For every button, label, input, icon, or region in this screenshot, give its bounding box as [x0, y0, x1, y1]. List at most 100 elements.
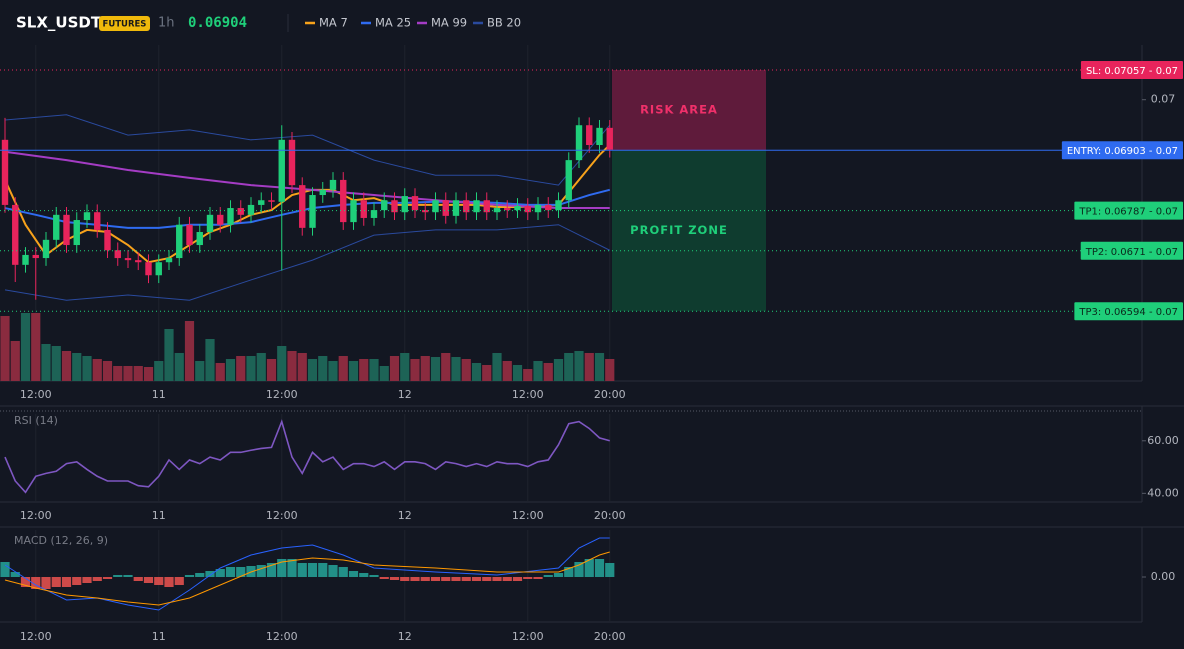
candle-body: [53, 214, 60, 240]
x-tick-label: 12:00: [266, 630, 298, 643]
x-tick-label: 20:00: [594, 388, 626, 401]
candle-body: [155, 262, 162, 276]
level-label: TP1: 0.06787 - 0.07: [1078, 207, 1178, 218]
candle-body: [381, 200, 388, 211]
x-tick-label: 12:00: [512, 388, 544, 401]
volume-bar: [31, 313, 41, 381]
volume-bar: [256, 353, 266, 381]
x-tick-label: 12:00: [512, 630, 544, 643]
volume-bar: [430, 357, 441, 381]
candle-body: [196, 232, 203, 246]
candle-body: [524, 205, 531, 213]
candle-body: [32, 254, 39, 259]
macd-histogram-bar: [605, 563, 615, 577]
legend-label: MA 7: [319, 16, 348, 30]
volume-bar: [10, 341, 20, 381]
macd-histogram-bar: [102, 577, 113, 579]
candle-body: [309, 195, 316, 228]
volume-bar: [523, 369, 533, 381]
macd-histogram-bar: [369, 575, 379, 577]
candle-body: [176, 224, 183, 259]
volume-bar: [297, 353, 307, 381]
macd-histogram-bar: [502, 577, 512, 581]
level-tag: [1074, 302, 1183, 321]
level-label: ENTRY: 0.06903 - 0.07: [1067, 146, 1178, 157]
macd-histogram-bar: [61, 577, 72, 587]
x-tick-label: 12:00: [20, 630, 52, 643]
volume-bar: [195, 361, 205, 381]
macd-histogram-bar: [482, 577, 492, 581]
volume-bar: [0, 316, 10, 381]
macd-histogram-bar: [307, 563, 318, 577]
volume-bar: [400, 353, 410, 381]
x-tick-label: 12:00: [512, 509, 544, 522]
macd-histogram-bar: [143, 577, 154, 583]
x-tick-label: 12:00: [20, 388, 52, 401]
candle-body: [42, 239, 50, 259]
macd-histogram-bar: [492, 577, 502, 581]
macd-histogram-bar: [574, 562, 584, 577]
volume-bar: [133, 366, 143, 381]
volume-bar: [72, 353, 82, 381]
volume-bar: [328, 361, 338, 381]
volume-bar: [123, 366, 133, 381]
macd-histogram-bar: [225, 567, 236, 577]
macd-histogram-bar: [10, 572, 20, 577]
x-tick-label: 12: [398, 509, 412, 522]
macd-histogram-bar: [584, 559, 594, 577]
candle-body: [596, 127, 603, 146]
macd-histogram-bar: [318, 563, 328, 577]
macd-histogram-bar: [543, 575, 553, 577]
volume-bar: [359, 359, 369, 381]
badge: FUTURES: [103, 20, 147, 30]
volume-bar: [205, 339, 215, 381]
candle-body: [1, 139, 9, 205]
candle-body: [432, 200, 439, 213]
macd-histogram-bar: [287, 559, 297, 577]
candle-body: [227, 208, 234, 225]
level-label: TP3: 0.06594 - 0.07: [1078, 307, 1178, 318]
candle-body: [73, 220, 80, 246]
x-tick-label: 12:00: [266, 388, 298, 401]
candle-body: [493, 208, 501, 213]
volume-bar: [574, 351, 584, 381]
candle-body: [575, 125, 583, 161]
zone: [612, 70, 766, 151]
zone-label: RISK AREA: [640, 103, 718, 117]
candle-body: [586, 125, 593, 146]
symbol: SLX_USDT: [16, 14, 102, 32]
volume-bar: [379, 366, 389, 381]
level-label: TP2: 0.0671 - 0.07: [1085, 247, 1178, 258]
x-tick-label: 12:00: [266, 509, 298, 522]
volume-bar: [564, 353, 574, 381]
zone: [612, 150, 766, 312]
volume-bar: [553, 359, 564, 381]
volume-bar: [236, 356, 246, 381]
volume-bar: [102, 361, 113, 381]
macd-histogram-bar: [123, 575, 133, 577]
macd-histogram-bar: [133, 577, 143, 581]
volume-bar: [164, 329, 174, 381]
x-tick-label: 12: [398, 388, 412, 401]
volume-bar: [533, 361, 543, 381]
y-tick-label: 40.00: [1147, 486, 1179, 499]
macd-histogram-bar: [20, 577, 31, 587]
macd-line: [4, 551, 610, 606]
candle-body: [504, 208, 511, 211]
candle-body: [545, 204, 552, 211]
y-tick-label: 60.00: [1147, 434, 1179, 447]
macd-histogram-bar: [277, 559, 287, 577]
volume-bar: [82, 356, 92, 381]
macd-histogram-bar: [184, 575, 195, 577]
candle-body: [135, 260, 142, 263]
level-tag: [1080, 61, 1183, 80]
candle-body: [329, 179, 337, 190]
bb-line: [4, 114, 611, 186]
macd-histogram-bar: [400, 577, 410, 581]
candle-body: [463, 200, 470, 213]
macd-histogram-bar: [338, 567, 348, 577]
last-price: 0.06904: [188, 15, 247, 31]
candle-body: [370, 210, 378, 218]
volume-bar: [61, 351, 72, 381]
volume-bar: [594, 353, 605, 381]
